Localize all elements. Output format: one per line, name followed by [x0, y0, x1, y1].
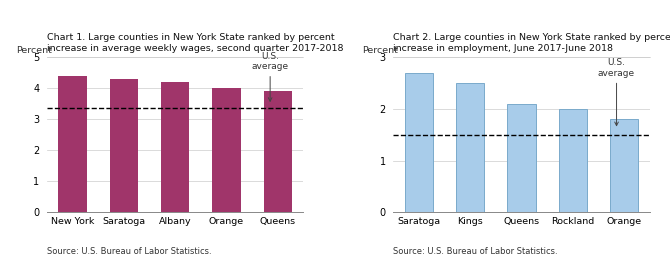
Bar [559, 109, 587, 212]
Bar [58, 76, 86, 212]
Text: Percent: Percent [362, 46, 399, 55]
Text: Chart 2. Large counties in New York State ranked by percent
increase in employme: Chart 2. Large counties in New York Stat… [393, 33, 670, 53]
Text: U.S.
average: U.S. average [251, 52, 289, 101]
Bar [110, 79, 138, 212]
Text: Chart 1. Large counties in New York State ranked by percent
increase in average : Chart 1. Large counties in New York Stat… [47, 33, 344, 53]
Text: Source: U.S. Bureau of Labor Statistics.: Source: U.S. Bureau of Labor Statistics. [47, 247, 212, 256]
Text: Percent: Percent [16, 46, 52, 55]
Bar [456, 83, 484, 212]
Bar [161, 82, 190, 212]
Bar [610, 119, 639, 212]
Text: U.S.
average: U.S. average [598, 58, 635, 126]
Bar [405, 73, 433, 212]
Bar [507, 104, 536, 212]
Bar [212, 88, 241, 212]
Text: Source: U.S. Bureau of Labor Statistics.: Source: U.S. Bureau of Labor Statistics. [393, 247, 558, 256]
Bar [264, 91, 292, 212]
